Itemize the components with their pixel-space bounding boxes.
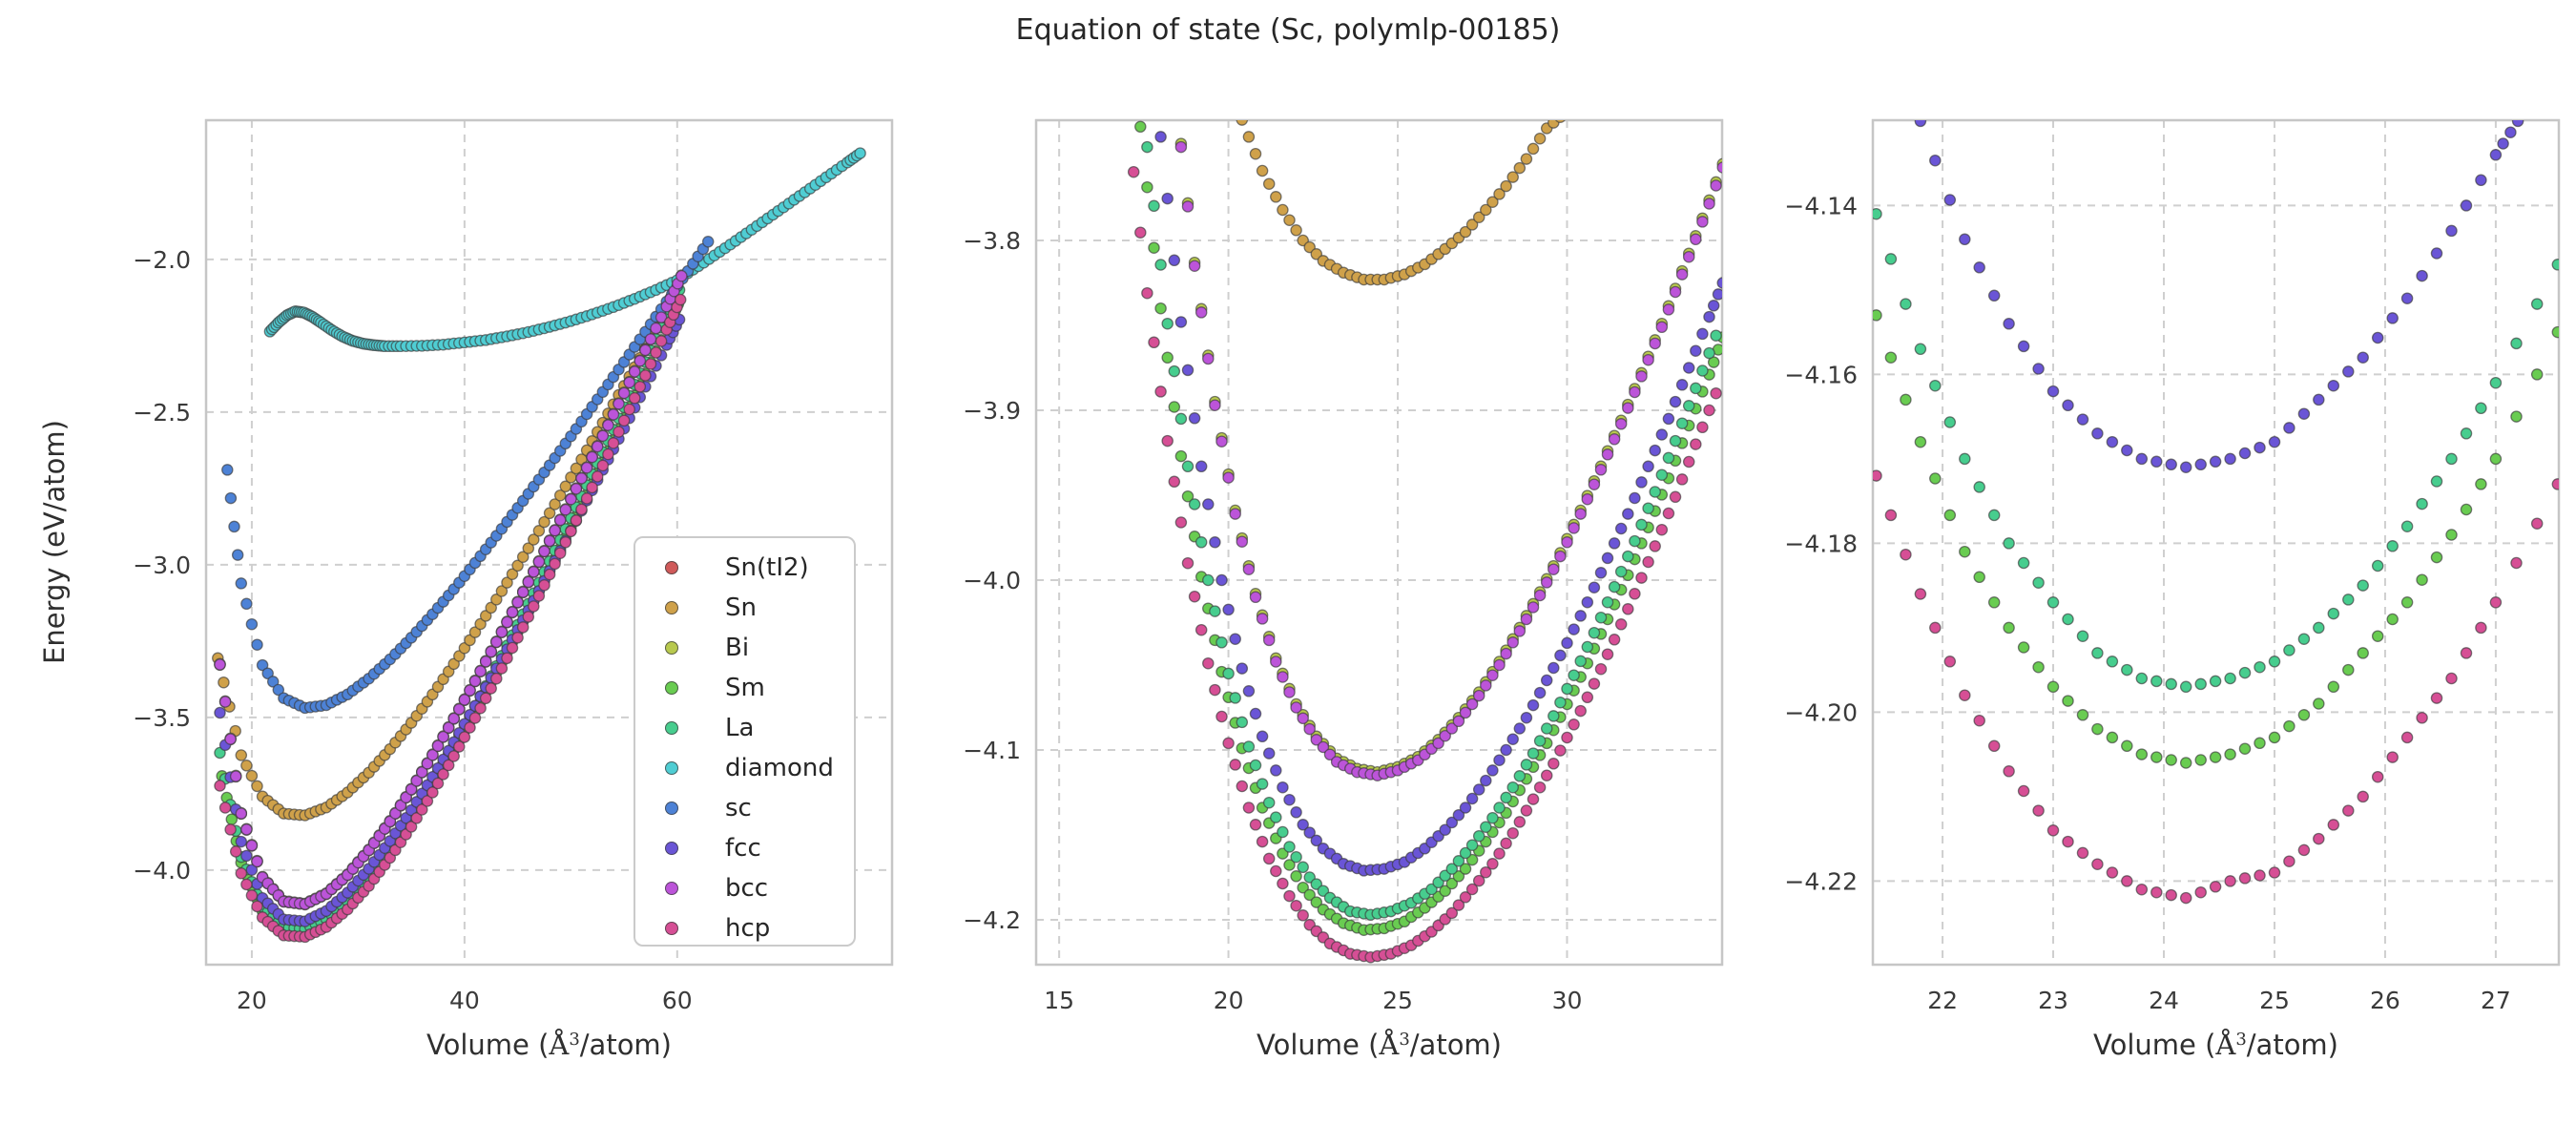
y-tick-label: −3.5 bbox=[133, 704, 191, 732]
legend-marker-icon bbox=[665, 681, 678, 695]
legend-item-label: Sn(tI2) bbox=[725, 553, 809, 582]
legend-item-label: fcc bbox=[725, 834, 761, 863]
series-La bbox=[1141, 140, 1722, 921]
legend-marker-icon bbox=[665, 882, 678, 895]
y-tick-label: −4.0 bbox=[963, 567, 1021, 594]
y-tick-label: −4.18 bbox=[1784, 530, 1858, 557]
series-Bi bbox=[1174, 137, 1722, 779]
legend-item: diamond bbox=[635, 748, 854, 788]
series-fcc bbox=[1914, 120, 2524, 473]
series-fcc bbox=[1154, 131, 1722, 877]
legend-item: Sm bbox=[635, 668, 854, 708]
angstrom-symbol: Å bbox=[549, 1029, 570, 1061]
legend-item-label: Sm bbox=[725, 674, 765, 702]
legend-item-label: Bi bbox=[725, 634, 750, 662]
legend-marker-icon bbox=[665, 561, 678, 574]
x-tick-label: 23 bbox=[2038, 987, 2068, 1014]
y-tick-label: −4.16 bbox=[1784, 361, 1858, 388]
series-bcc bbox=[214, 269, 688, 910]
legend-item-label: bcc bbox=[725, 874, 769, 903]
y-tick-label: −4.22 bbox=[1784, 867, 1858, 895]
legend-marker-icon bbox=[665, 761, 678, 775]
legend-marker-icon bbox=[665, 922, 678, 935]
legend-item: hcp bbox=[635, 908, 854, 948]
angstrom-symbol: Å bbox=[1379, 1029, 1400, 1061]
series-hcp bbox=[1873, 469, 2559, 905]
legend-item-label: hcp bbox=[725, 914, 771, 943]
legend-marker-icon bbox=[665, 641, 678, 655]
series-Sm bbox=[1873, 309, 2559, 769]
y-tick-label: −3.0 bbox=[133, 552, 191, 579]
superscript-3: 3 bbox=[569, 1030, 580, 1051]
series-bcc bbox=[1174, 140, 1722, 781]
series-La bbox=[1873, 207, 2559, 694]
legend-item: bcc bbox=[635, 868, 854, 908]
legend-marker-icon bbox=[665, 601, 678, 614]
series-hcp bbox=[214, 293, 687, 944]
legend-item: Sn(tI2) bbox=[635, 548, 854, 588]
superscript-3: 3 bbox=[2235, 1030, 2247, 1051]
x-tick-label: 22 bbox=[1927, 987, 1958, 1014]
legend-item-label: sc bbox=[725, 794, 752, 822]
legend-item-label: La bbox=[725, 714, 755, 742]
series-hcp bbox=[1127, 165, 1722, 964]
y-tick-label: −4.0 bbox=[133, 857, 191, 885]
series-diamond bbox=[263, 147, 866, 353]
y-tick-label: −2.5 bbox=[133, 399, 191, 427]
x-tick-label: 27 bbox=[2481, 987, 2511, 1014]
legend-item-label: diamond bbox=[725, 754, 834, 782]
legend-marker-icon bbox=[665, 802, 678, 815]
y-tick-label: −4.2 bbox=[963, 906, 1021, 934]
x-tick-label: 25 bbox=[1382, 987, 1413, 1014]
legend-item: sc bbox=[635, 788, 854, 828]
x-tick-label: 20 bbox=[1214, 987, 1244, 1014]
legend-marker-icon bbox=[665, 842, 678, 855]
x-tick-label: 30 bbox=[1552, 987, 1583, 1014]
panel-1: 20 40 60 −2.0 −2.5 −3.0 −3.5 −4.0 bbox=[133, 118, 894, 1014]
x-tick-label: 40 bbox=[449, 987, 480, 1014]
y-tick-label: −2.0 bbox=[133, 246, 191, 274]
legend-item-label: Sn bbox=[725, 593, 757, 622]
x-tick-label: 26 bbox=[2370, 987, 2400, 1014]
legend: Sn(tI2) Sn Bi Sm La diamond sc fcc bcc hcp bbox=[634, 536, 856, 947]
legend-item: Bi bbox=[635, 628, 854, 668]
chart-title: Equation of state (Sc, polymlp-00185) bbox=[1015, 13, 1561, 47]
x-tick-label: 20 bbox=[237, 987, 267, 1014]
legend-item: fcc bbox=[635, 828, 854, 868]
y-tick-label: −4.14 bbox=[1784, 192, 1858, 219]
angstrom-symbol: Å bbox=[2215, 1029, 2236, 1061]
y-tick-label: −3.8 bbox=[963, 227, 1021, 255]
panel-2: 15 20 25 30 −3.8 −3.9 −4.0 −4.1 −4.2 bbox=[963, 118, 1724, 1014]
x-tick-label: 60 bbox=[662, 987, 693, 1014]
x-axis-label-3: Volume (Å3/atom) bbox=[2093, 1029, 2338, 1061]
x-axis-label-2: Volume (Å3/atom) bbox=[1257, 1029, 1502, 1061]
y-tick-label: −4.20 bbox=[1784, 698, 1858, 726]
superscript-3: 3 bbox=[1399, 1030, 1410, 1051]
y-tick-label: −3.9 bbox=[963, 397, 1021, 425]
x-axis-label-1: Volume (Å3/atom) bbox=[426, 1029, 672, 1061]
legend-item: La bbox=[635, 708, 854, 748]
x-tick-label: 25 bbox=[2259, 987, 2290, 1014]
legend-item: Sn bbox=[635, 588, 854, 628]
series-Sn bbox=[1236, 120, 1566, 286]
x-tick-label: 24 bbox=[2149, 987, 2179, 1014]
legend-marker-icon bbox=[665, 721, 678, 735]
y-axis-label: Energy (eV/atom) bbox=[38, 420, 71, 664]
y-tick-label: −4.1 bbox=[963, 737, 1021, 764]
panel-3: 22 23 24 25 26 27 −4.14 −4.16 −4.18 −4.20 −4.22 bbox=[1784, 118, 2561, 1014]
series-sc bbox=[221, 236, 715, 715]
x-tick-label: 15 bbox=[1044, 987, 1074, 1014]
